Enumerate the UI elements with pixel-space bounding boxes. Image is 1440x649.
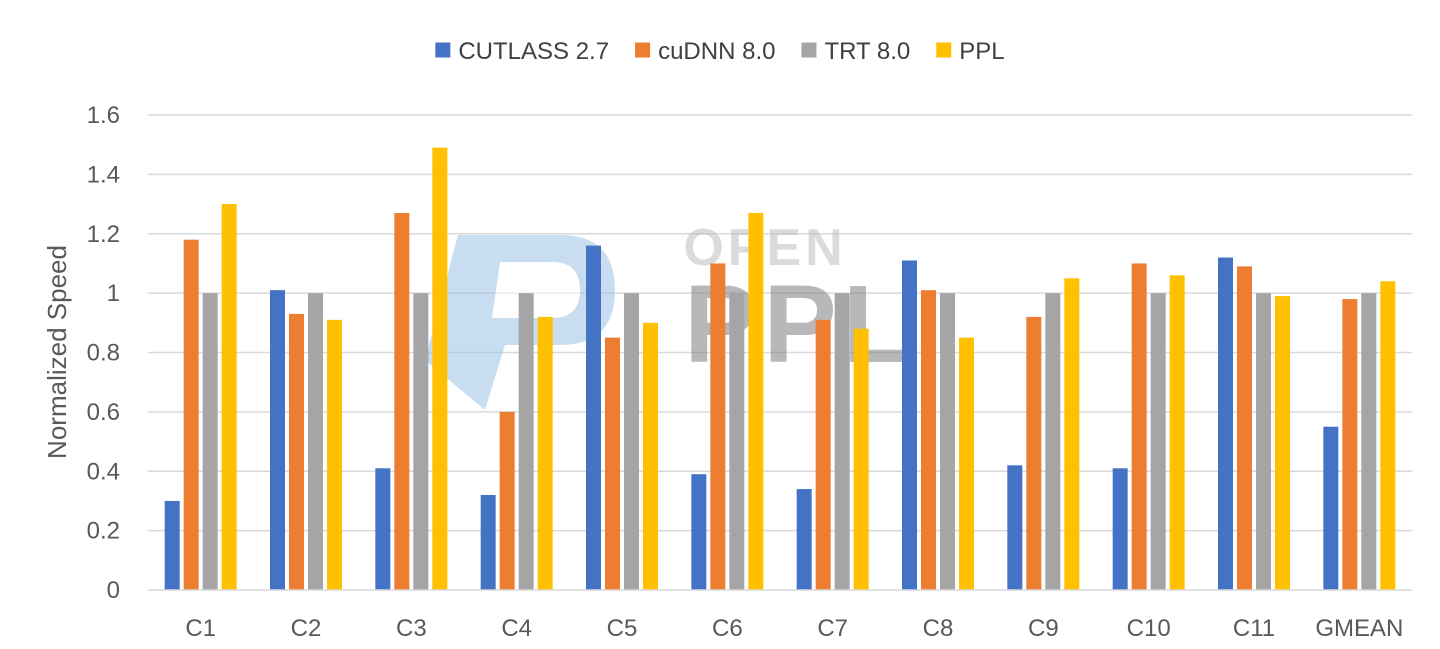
bar-c6-1 xyxy=(710,263,726,590)
legend-item: PPL xyxy=(936,38,1005,65)
bar-c10-2 xyxy=(1150,293,1166,590)
y-tick-label: 0.6 xyxy=(87,399,120,426)
bar-c11-0 xyxy=(1218,257,1233,590)
y-tick-label: 0.8 xyxy=(87,340,120,367)
bar-c4-2 xyxy=(518,293,534,590)
bar-c1-3 xyxy=(221,204,237,590)
legend-item: CUTLASS 2.7 xyxy=(435,38,609,65)
bar-c7-1 xyxy=(815,319,831,590)
bar-c11-2 xyxy=(1256,293,1271,590)
x-tick-label: C6 xyxy=(712,615,743,642)
bar-c7-0 xyxy=(796,489,812,590)
legend-label: cuDNN 8.0 xyxy=(658,38,775,65)
bar-c5-2 xyxy=(624,293,639,590)
bar-c4-0 xyxy=(480,495,496,590)
bar-c3-2 xyxy=(413,293,429,590)
bar-c2-0 xyxy=(270,290,285,590)
legend-swatch xyxy=(435,42,451,58)
bar-c9-2 xyxy=(1045,293,1061,590)
bar-c11-1 xyxy=(1237,266,1252,590)
bar-c10-0 xyxy=(1112,468,1128,590)
bar-c6-0 xyxy=(691,474,707,590)
x-tick-label: C5 xyxy=(607,615,638,642)
y-tick-label: 1.6 xyxy=(87,102,120,129)
bars xyxy=(164,147,1396,590)
bar-c10-3 xyxy=(1169,275,1185,590)
bar-c7-3 xyxy=(853,328,869,590)
bar-c10-1 xyxy=(1131,263,1147,590)
bar-c2-3 xyxy=(327,319,342,590)
bar-c7-2 xyxy=(834,293,850,590)
x-axis-tick-labels: C1 C2 C3 C4 C5 C6 C7 C8 C9 C10 C11 GMEAN xyxy=(185,615,1403,642)
bar-c3-0 xyxy=(375,468,391,590)
bar-c8-2 xyxy=(940,293,955,590)
x-tick-label: C8 xyxy=(923,615,954,642)
x-tick-label: C9 xyxy=(1028,615,1059,642)
legend-item: TRT 8.0 xyxy=(801,38,910,65)
bar-c2-1 xyxy=(289,313,304,590)
bar-gmean-1 xyxy=(1342,299,1358,590)
y-tick-label: 0 xyxy=(107,577,120,604)
x-tick-label: C1 xyxy=(185,615,216,642)
x-tick-label: GMEAN xyxy=(1315,615,1403,642)
x-tick-label: C7 xyxy=(817,615,848,642)
y-tick-label: 1.4 xyxy=(87,161,120,188)
bar-c9-0 xyxy=(1007,465,1023,590)
bar-c4-1 xyxy=(499,411,515,590)
x-tick-label: C4 xyxy=(501,615,532,642)
x-tick-label: C10 xyxy=(1127,615,1171,642)
bar-c3-1 xyxy=(394,212,410,590)
y-tick-label: 1 xyxy=(107,280,120,307)
legend-label: PPL xyxy=(959,38,1004,65)
bar-c11-3 xyxy=(1275,296,1290,590)
bar-c4-3 xyxy=(537,316,553,590)
bar-c8-1 xyxy=(921,290,936,590)
x-tick-label: C3 xyxy=(396,615,427,642)
bar-gmean-0 xyxy=(1323,426,1339,590)
bar-c1-2 xyxy=(202,293,218,590)
watermark-p-hole xyxy=(492,262,580,318)
bar-c1-1 xyxy=(183,239,199,590)
bar-c1-0 xyxy=(164,500,180,590)
y-tick-label: 0.2 xyxy=(87,518,120,545)
y-axis-title: Normalized Speed xyxy=(42,245,72,459)
bar-c9-1 xyxy=(1026,316,1042,590)
bar-gmean-3 xyxy=(1380,281,1396,590)
x-tick-label: C2 xyxy=(291,615,322,642)
y-tick-label: 1.2 xyxy=(87,221,120,248)
bar-c3-3 xyxy=(432,147,448,590)
legend-swatch xyxy=(801,42,817,58)
legend-swatch xyxy=(635,42,651,58)
legend-swatch xyxy=(936,42,952,58)
bar-c2-2 xyxy=(308,293,323,590)
bar-c5-1 xyxy=(605,337,620,590)
bar-c8-0 xyxy=(902,260,917,590)
bar-c5-0 xyxy=(586,245,601,590)
x-tick-label: C11 xyxy=(1233,615,1275,642)
bar-c6-3 xyxy=(748,212,764,590)
y-tick-label: 0.4 xyxy=(87,458,120,485)
y-axis-tick-labels: 0 0.2 0.4 0.6 0.8 1 1.2 1.4 1.6 xyxy=(87,102,120,604)
bar-c5-3 xyxy=(643,322,658,590)
bar-c8-3 xyxy=(959,337,974,590)
legend-item: cuDNN 8.0 xyxy=(635,38,775,65)
bar-c6-2 xyxy=(729,293,745,590)
legend-label: TRT 8.0 xyxy=(824,38,910,65)
legend: CUTLASS 2.7 cuDNN 8.0 TRT 8.0 PPL xyxy=(435,38,1005,65)
legend-label: CUTLASS 2.7 xyxy=(458,38,609,65)
gridlines xyxy=(148,114,1412,532)
bar-gmean-2 xyxy=(1361,293,1377,590)
bar-c9-3 xyxy=(1064,278,1080,590)
